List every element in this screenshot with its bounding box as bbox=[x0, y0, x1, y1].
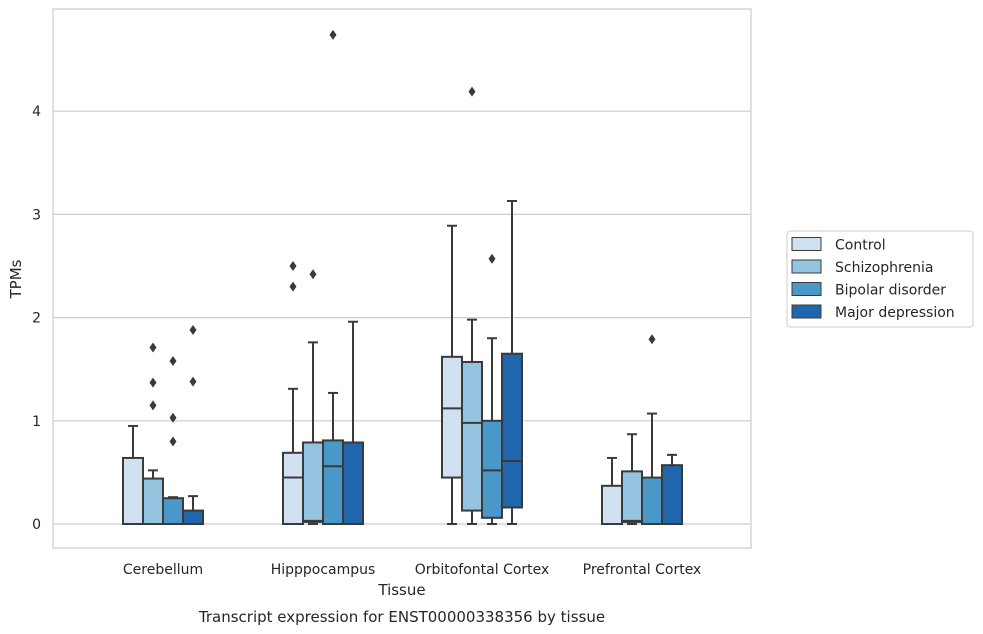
box bbox=[282, 451, 304, 525]
plot-background bbox=[53, 9, 751, 548]
y-tick-label: 3 bbox=[32, 207, 41, 223]
y-tick-labels: 0 1 2 3 4 bbox=[32, 104, 41, 533]
box-group bbox=[282, 261, 304, 525]
x-tick-label: Prefrontal Cortex bbox=[583, 562, 702, 578]
outlier-point bbox=[488, 253, 496, 264]
box bbox=[302, 441, 324, 523]
outlier-point bbox=[149, 400, 157, 411]
outlier-point bbox=[468, 86, 476, 97]
outlier-point bbox=[169, 436, 177, 447]
box bbox=[461, 360, 483, 512]
legend-frame bbox=[786, 230, 974, 328]
box bbox=[162, 497, 184, 526]
legend-swatch bbox=[791, 259, 822, 274]
x-tick-label: Orbitofontal Cortex bbox=[415, 562, 550, 578]
box bbox=[342, 441, 364, 525]
box bbox=[441, 355, 463, 479]
box-group bbox=[621, 433, 643, 525]
legend: Control Schizophrenia Bipolar disorder Majo… bbox=[786, 230, 974, 328]
y-tick-label: 1 bbox=[32, 414, 41, 430]
outlier-point bbox=[149, 342, 157, 353]
box-group bbox=[501, 199, 523, 525]
box bbox=[621, 470, 643, 523]
box-group bbox=[182, 324, 204, 526]
legend-label: Control bbox=[835, 238, 886, 254]
box bbox=[601, 484, 623, 526]
legend-label: Bipolar disorder bbox=[835, 283, 946, 299]
box bbox=[182, 509, 204, 526]
x-tick-labels: Cerebellum Hipppocampus Orbitofontal Corte… bbox=[123, 562, 701, 578]
box bbox=[142, 477, 164, 526]
legend-swatch bbox=[791, 304, 822, 319]
box bbox=[481, 419, 503, 519]
box bbox=[661, 464, 683, 525]
outlier-point bbox=[189, 324, 197, 335]
box-group bbox=[322, 29, 344, 525]
x-tick-label: Hipppocampus bbox=[271, 562, 376, 578]
legend-label: Schizophrenia bbox=[835, 260, 933, 276]
y-tick-label: 4 bbox=[32, 104, 41, 120]
x-axis-title: Tissue bbox=[377, 581, 425, 599]
y-tick-label: 2 bbox=[32, 311, 41, 327]
outlier-point bbox=[289, 281, 297, 292]
outlier-point bbox=[169, 355, 177, 366]
outlier-point bbox=[189, 376, 197, 387]
box-group bbox=[481, 253, 503, 525]
box bbox=[641, 476, 663, 525]
legend-label: Major depression bbox=[835, 305, 955, 321]
legend-swatch bbox=[791, 237, 822, 251]
box bbox=[501, 352, 523, 509]
y-tick-label: 0 bbox=[32, 517, 41, 533]
outlier-point bbox=[289, 261, 297, 271]
box bbox=[122, 456, 144, 525]
y-axis-title: TPMs bbox=[7, 259, 25, 299]
box-group bbox=[661, 453, 683, 525]
legend-swatch bbox=[791, 282, 822, 296]
outlier-point bbox=[648, 334, 656, 345]
box-group bbox=[441, 224, 463, 525]
plot-frame bbox=[52, 8, 752, 549]
box-group bbox=[461, 86, 483, 525]
outlier-point bbox=[329, 29, 337, 40]
outlier-point bbox=[149, 377, 157, 388]
boxes-layer bbox=[122, 29, 683, 526]
outlier-point bbox=[309, 269, 317, 280]
box-group bbox=[342, 320, 364, 525]
outlier-point bbox=[169, 412, 177, 423]
x-tick-label: Cerebellum bbox=[123, 562, 203, 578]
box-group bbox=[142, 342, 164, 526]
chart-caption: Transcript expression for ENST0000033835… bbox=[198, 608, 605, 626]
box bbox=[322, 439, 344, 525]
